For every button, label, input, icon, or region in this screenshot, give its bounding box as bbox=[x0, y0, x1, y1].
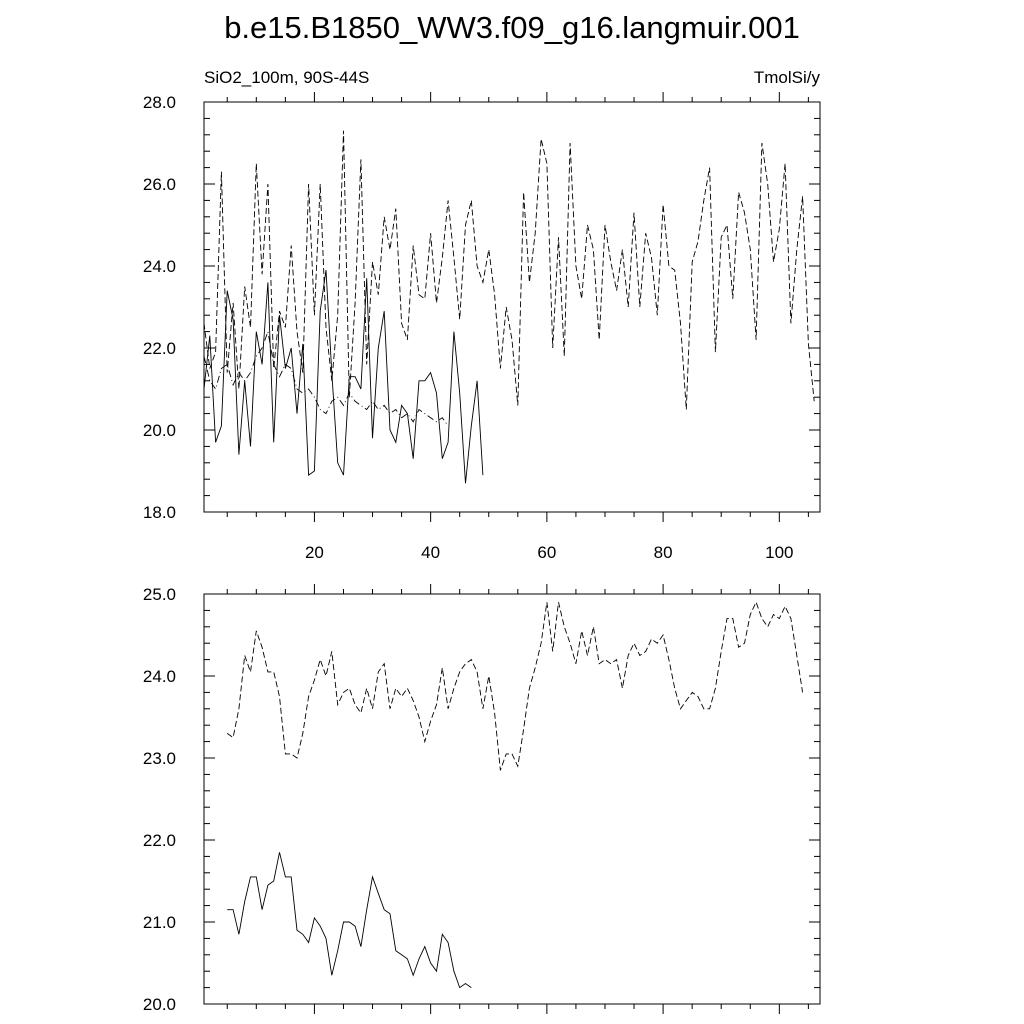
x-tick-label: 80 bbox=[654, 543, 673, 562]
bottom-axes: 20.0 21.0 22.0 23.0 24.0 25.0 bbox=[143, 584, 820, 1014]
series-line-dash-dot bbox=[203, 329, 449, 427]
top-right-label: TmolSi/y bbox=[754, 68, 821, 87]
chart-title: b.e15.B1850_WW3.f09_g16.langmuir.001 bbox=[224, 10, 800, 45]
y-tick-label: 21.0 bbox=[143, 913, 176, 932]
top-plot-frame bbox=[203, 101, 821, 513]
y-tick-label: 25.0 bbox=[143, 585, 176, 604]
x-tick-label: 100 bbox=[765, 543, 793, 562]
bottom-plot-frame bbox=[203, 593, 821, 1005]
x-tick-label: 40 bbox=[421, 543, 440, 562]
y-tick-label: 20.0 bbox=[143, 421, 176, 440]
y-tick-label: 22.0 bbox=[143, 831, 176, 850]
y-tick-label: 26.0 bbox=[143, 175, 176, 194]
y-tick-label: 28.0 bbox=[143, 93, 176, 112]
y-tick-label: 24.0 bbox=[143, 667, 176, 686]
y-tick-label: 22.0 bbox=[143, 339, 176, 358]
x-tick-label: 20 bbox=[305, 543, 324, 562]
bottom-panel: 20.0 21.0 22.0 23.0 24.0 25.0 bbox=[143, 584, 821, 1014]
top-series-lines bbox=[203, 130, 815, 484]
series-line-dashed bbox=[226, 601, 804, 771]
y-tick-label: 18.0 bbox=[143, 503, 176, 522]
y-tick-label: 23.0 bbox=[143, 749, 176, 768]
top-panel: SiO2_100m, 90S-44S TmolSi/y 18.0 20.0 22.0… bbox=[143, 68, 821, 562]
y-tick-label: 24.0 bbox=[143, 257, 176, 276]
top-left-label: SiO2_100m, 90S-44S bbox=[204, 68, 369, 87]
series-line-solid bbox=[203, 270, 484, 484]
series-line-solid bbox=[227, 852, 472, 989]
series-line-dashed bbox=[203, 130, 815, 410]
bottom-series-lines bbox=[226, 601, 804, 989]
x-tick-label: 60 bbox=[537, 543, 556, 562]
top-axes: 18.0 20.0 22.0 24.0 26.0 28.0 20 40 60 80 100 bbox=[143, 92, 820, 562]
y-tick-label: 20.0 bbox=[143, 995, 176, 1014]
